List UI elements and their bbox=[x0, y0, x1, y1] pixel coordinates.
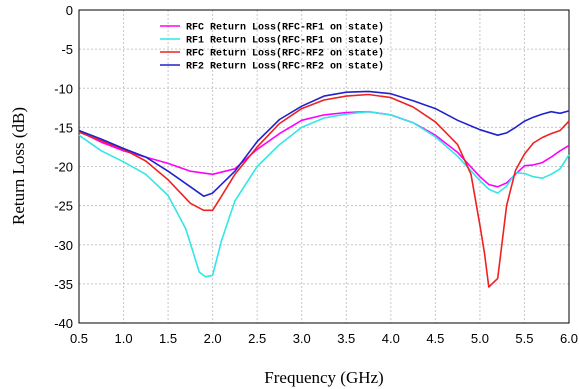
series-line-4 bbox=[78, 90, 570, 197]
y-tick-label: -30 bbox=[54, 238, 73, 253]
x-tick-label: 5.0 bbox=[471, 331, 489, 346]
series-line-3 bbox=[78, 93, 570, 288]
x-tick-label: 3.0 bbox=[293, 331, 311, 346]
legend-label-3: RFC Return Loss(RFC-RF2 on state) bbox=[186, 48, 384, 60]
x-tick-label: 1.0 bbox=[115, 331, 133, 346]
x-tick-label: 4.5 bbox=[426, 331, 444, 346]
series-line-2 bbox=[78, 110, 570, 278]
x-tick-label: 4.0 bbox=[382, 331, 400, 346]
y-tick-label: -25 bbox=[54, 199, 73, 214]
legend-label-1: RFC Return Loss(RFC-RF1 on state) bbox=[186, 22, 384, 34]
x-tick-label: 2.5 bbox=[248, 331, 266, 346]
series-lines bbox=[78, 90, 570, 288]
plot-frame bbox=[78, 9, 570, 324]
y-tick-label: -10 bbox=[54, 81, 73, 96]
x-axis-label: Frequency (GHz) bbox=[264, 368, 383, 387]
y-tick-label: -20 bbox=[54, 160, 73, 175]
x-tick-label: 0.5 bbox=[70, 331, 88, 346]
y-axis-label: Return Loss (dB) bbox=[9, 107, 28, 225]
y-tick-label: -5 bbox=[61, 42, 73, 57]
x-tick-labels: 0.5 1.0 1.5 2.0 2.5 3.0 3.5 4.0 4.5 5.0 5.5 6.0 bbox=[70, 331, 578, 346]
y-tick-label: -15 bbox=[54, 120, 73, 135]
x-tick-label: 2.0 bbox=[204, 331, 222, 346]
y-tick-label: 0 bbox=[66, 3, 73, 18]
x-tick-label: 3.5 bbox=[337, 331, 355, 346]
x-tick-label: 5.5 bbox=[515, 331, 533, 346]
x-tick-label: 1.5 bbox=[159, 331, 177, 346]
y-tick-label: -35 bbox=[54, 277, 73, 292]
x-tick-label: 6.0 bbox=[560, 331, 578, 346]
y-tick-labels: 0 -5 -10 -15 -20 -25 -30 -35 -40 bbox=[54, 3, 73, 331]
y-tick-label: -40 bbox=[54, 316, 73, 331]
legend-label-2: RF1 Return Loss(RFC-RF1 on state) bbox=[186, 35, 384, 47]
legend: RFC Return Loss(RFC-RF1 on state)RF1 Ret… bbox=[160, 22, 384, 73]
legend-label-4: RF2 Return Loss(RFC-RF2 on state) bbox=[186, 61, 384, 73]
